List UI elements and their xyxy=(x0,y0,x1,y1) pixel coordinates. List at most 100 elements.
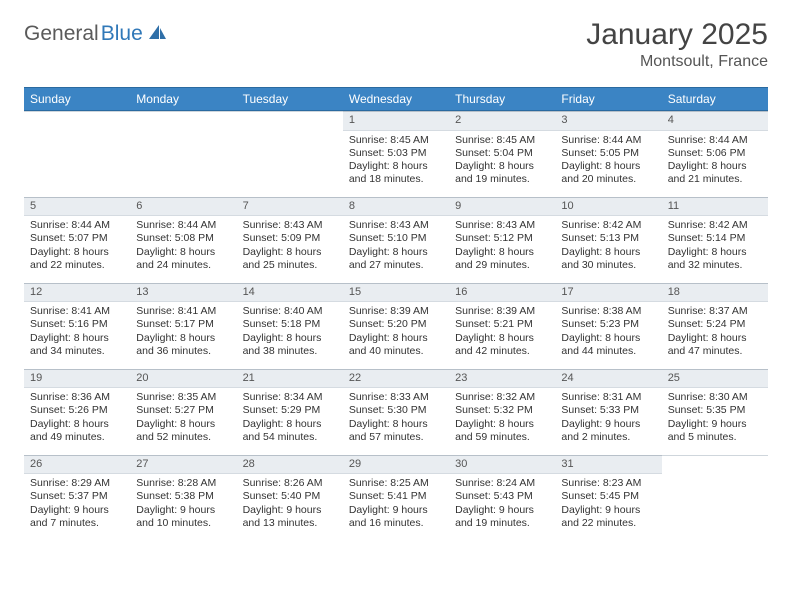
sunset-line: Sunset: 5:20 PM xyxy=(349,318,443,331)
day-details: Sunrise: 8:45 AMSunset: 5:03 PMDaylight:… xyxy=(343,131,449,191)
sunrise-line: Sunrise: 8:45 AM xyxy=(455,134,549,147)
calendar-cell: 8Sunrise: 8:43 AMSunset: 5:10 PMDaylight… xyxy=(343,197,449,283)
calendar-cell xyxy=(130,111,236,197)
daylight-line-1: Daylight: 8 hours xyxy=(243,246,337,259)
sunset-line: Sunset: 5:17 PM xyxy=(136,318,230,331)
day-number: 26 xyxy=(24,455,130,475)
day-number: 1 xyxy=(343,111,449,131)
sunrise-line: Sunrise: 8:44 AM xyxy=(561,134,655,147)
calendar-cell xyxy=(237,111,343,197)
day-details: Sunrise: 8:39 AMSunset: 5:20 PMDaylight:… xyxy=(343,302,449,362)
daylight-line-1: Daylight: 9 hours xyxy=(668,418,762,431)
sunrise-line: Sunrise: 8:31 AM xyxy=(561,391,655,404)
sunrise-line: Sunrise: 8:24 AM xyxy=(455,477,549,490)
day-number: 18 xyxy=(662,283,768,303)
calendar-row: 26Sunrise: 8:29 AMSunset: 5:37 PMDayligh… xyxy=(24,455,768,541)
day-number-empty xyxy=(237,111,343,128)
daylight-line-2: and 59 minutes. xyxy=(455,431,549,444)
sunset-line: Sunset: 5:16 PM xyxy=(30,318,124,331)
calendar-cell: 4Sunrise: 8:44 AMSunset: 5:06 PMDaylight… xyxy=(662,111,768,197)
calendar-cell: 9Sunrise: 8:43 AMSunset: 5:12 PMDaylight… xyxy=(449,197,555,283)
sunset-line: Sunset: 5:14 PM xyxy=(668,232,762,245)
day-details: Sunrise: 8:44 AMSunset: 5:05 PMDaylight:… xyxy=(555,131,661,191)
day-header: Monday xyxy=(130,88,236,111)
daylight-line-1: Daylight: 8 hours xyxy=(349,160,443,173)
day-details: Sunrise: 8:23 AMSunset: 5:45 PMDaylight:… xyxy=(555,474,661,534)
sunrise-line: Sunrise: 8:33 AM xyxy=(349,391,443,404)
day-details: Sunrise: 8:42 AMSunset: 5:14 PMDaylight:… xyxy=(662,216,768,276)
day-details: Sunrise: 8:39 AMSunset: 5:21 PMDaylight:… xyxy=(449,302,555,362)
day-header: Wednesday xyxy=(343,88,449,111)
calendar-body: 1Sunrise: 8:45 AMSunset: 5:03 PMDaylight… xyxy=(24,111,768,541)
day-number: 7 xyxy=(237,197,343,217)
sunrise-line: Sunrise: 8:44 AM xyxy=(30,219,124,232)
daylight-line-2: and 27 minutes. xyxy=(349,259,443,272)
calendar-cell: 5Sunrise: 8:44 AMSunset: 5:07 PMDaylight… xyxy=(24,197,130,283)
day-details: Sunrise: 8:24 AMSunset: 5:43 PMDaylight:… xyxy=(449,474,555,534)
daylight-line-1: Daylight: 8 hours xyxy=(668,246,762,259)
calendar-cell: 20Sunrise: 8:35 AMSunset: 5:27 PMDayligh… xyxy=(130,369,236,455)
calendar-cell: 24Sunrise: 8:31 AMSunset: 5:33 PMDayligh… xyxy=(555,369,661,455)
calendar-cell: 19Sunrise: 8:36 AMSunset: 5:26 PMDayligh… xyxy=(24,369,130,455)
day-number-empty xyxy=(24,111,130,128)
day-number: 20 xyxy=(130,369,236,389)
sunset-line: Sunset: 5:04 PM xyxy=(455,147,549,160)
daylight-line-2: and 44 minutes. xyxy=(561,345,655,358)
daylight-line-2: and 20 minutes. xyxy=(561,173,655,186)
daylight-line-1: Daylight: 8 hours xyxy=(243,418,337,431)
day-header: Saturday xyxy=(662,88,768,111)
day-number: 14 xyxy=(237,283,343,303)
calendar-cell: 16Sunrise: 8:39 AMSunset: 5:21 PMDayligh… xyxy=(449,283,555,369)
sunrise-line: Sunrise: 8:42 AM xyxy=(561,219,655,232)
sunset-line: Sunset: 5:13 PM xyxy=(561,232,655,245)
daylight-line-1: Daylight: 9 hours xyxy=(136,504,230,517)
day-number: 9 xyxy=(449,197,555,217)
calendar-cell: 14Sunrise: 8:40 AMSunset: 5:18 PMDayligh… xyxy=(237,283,343,369)
sunrise-line: Sunrise: 8:39 AM xyxy=(349,305,443,318)
calendar-cell: 21Sunrise: 8:34 AMSunset: 5:29 PMDayligh… xyxy=(237,369,343,455)
sunset-line: Sunset: 5:24 PM xyxy=(668,318,762,331)
calendar-cell: 25Sunrise: 8:30 AMSunset: 5:35 PMDayligh… xyxy=(662,369,768,455)
sunrise-line: Sunrise: 8:43 AM xyxy=(349,219,443,232)
sunrise-line: Sunrise: 8:35 AM xyxy=(136,391,230,404)
day-number: 10 xyxy=(555,197,661,217)
daylight-line-1: Daylight: 9 hours xyxy=(243,504,337,517)
calendar-cell: 12Sunrise: 8:41 AMSunset: 5:16 PMDayligh… xyxy=(24,283,130,369)
daylight-line-2: and 40 minutes. xyxy=(349,345,443,358)
day-number: 5 xyxy=(24,197,130,217)
header: GeneralBlue January 2025 Montsoult, Fran… xyxy=(24,18,768,71)
day-number-empty xyxy=(662,455,768,472)
daylight-line-2: and 47 minutes. xyxy=(668,345,762,358)
sunset-line: Sunset: 5:21 PM xyxy=(455,318,549,331)
day-details: Sunrise: 8:40 AMSunset: 5:18 PMDaylight:… xyxy=(237,302,343,362)
daylight-line-2: and 19 minutes. xyxy=(455,173,549,186)
calendar-cell: 11Sunrise: 8:42 AMSunset: 5:14 PMDayligh… xyxy=(662,197,768,283)
sunset-line: Sunset: 5:37 PM xyxy=(30,490,124,503)
sunrise-line: Sunrise: 8:39 AM xyxy=(455,305,549,318)
day-details: Sunrise: 8:35 AMSunset: 5:27 PMDaylight:… xyxy=(130,388,236,448)
calendar-cell: 29Sunrise: 8:25 AMSunset: 5:41 PMDayligh… xyxy=(343,455,449,541)
day-number: 24 xyxy=(555,369,661,389)
daylight-line-2: and 42 minutes. xyxy=(455,345,549,358)
daylight-line-2: and 18 minutes. xyxy=(349,173,443,186)
daylight-line-1: Daylight: 8 hours xyxy=(30,418,124,431)
page: GeneralBlue January 2025 Montsoult, Fran… xyxy=(0,0,792,557)
calendar-cell: 10Sunrise: 8:42 AMSunset: 5:13 PMDayligh… xyxy=(555,197,661,283)
calendar-cell: 18Sunrise: 8:37 AMSunset: 5:24 PMDayligh… xyxy=(662,283,768,369)
sunrise-line: Sunrise: 8:28 AM xyxy=(136,477,230,490)
daylight-line-1: Daylight: 8 hours xyxy=(30,332,124,345)
daylight-line-2: and 30 minutes. xyxy=(561,259,655,272)
sunset-line: Sunset: 5:38 PM xyxy=(136,490,230,503)
sunset-line: Sunset: 5:41 PM xyxy=(349,490,443,503)
calendar-cell: 27Sunrise: 8:28 AMSunset: 5:38 PMDayligh… xyxy=(130,455,236,541)
day-number: 8 xyxy=(343,197,449,217)
sunrise-line: Sunrise: 8:36 AM xyxy=(30,391,124,404)
daylight-line-2: and 19 minutes. xyxy=(455,517,549,530)
day-details: Sunrise: 8:36 AMSunset: 5:26 PMDaylight:… xyxy=(24,388,130,448)
sunrise-line: Sunrise: 8:42 AM xyxy=(668,219,762,232)
calendar-cell: 1Sunrise: 8:45 AMSunset: 5:03 PMDaylight… xyxy=(343,111,449,197)
sunset-line: Sunset: 5:12 PM xyxy=(455,232,549,245)
sunset-line: Sunset: 5:33 PM xyxy=(561,404,655,417)
daylight-line-2: and 38 minutes. xyxy=(243,345,337,358)
day-details: Sunrise: 8:29 AMSunset: 5:37 PMDaylight:… xyxy=(24,474,130,534)
